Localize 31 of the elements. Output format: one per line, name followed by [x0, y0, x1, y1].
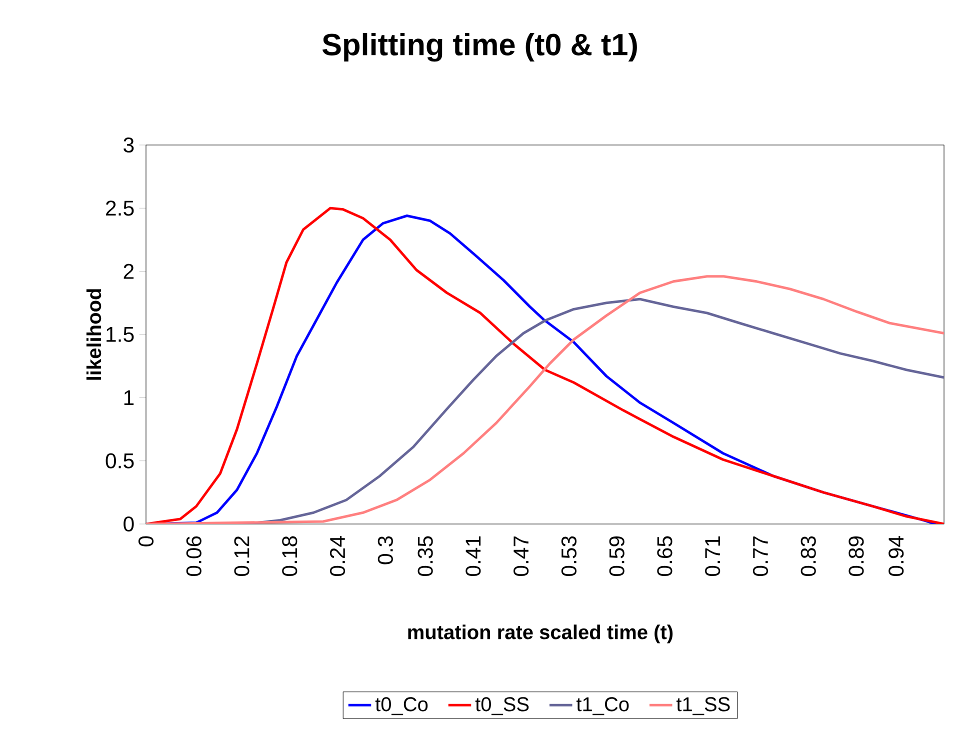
x-tick-label: 0.71 [705, 536, 720, 576]
y-axis-title: likelihood [86, 289, 102, 380]
x-tick-label: 0.94 [888, 536, 904, 576]
chart-title: Splitting time (t0 & t1) [322, 32, 637, 62]
x-tick-label: 0.47 [514, 536, 529, 576]
x-tick-label: 0.35 [418, 536, 433, 576]
y-tick-label: 1.5 [106, 327, 134, 342]
y-tick-label: 3 [124, 137, 134, 153]
x-tick-label: 0.83 [800, 536, 816, 576]
x-tick-label: 0.53 [561, 536, 577, 576]
x-tick-label: 0.24 [330, 536, 346, 576]
legend-label: t0_Co [375, 697, 428, 716]
y-tick-label: 0.5 [106, 453, 134, 468]
x-tick-label: 0.89 [848, 536, 864, 576]
x-tick-label: 0.12 [234, 536, 250, 576]
y-tick-label: 2 [124, 264, 134, 279]
y-tick-label: 1 [124, 390, 134, 406]
x-tick-label: 0.3 [378, 536, 393, 564]
x-tick-label: 0.59 [609, 536, 624, 576]
y-tick-label: 0 [124, 516, 134, 532]
legend-label: t1_SS [676, 697, 730, 716]
x-tick-label: 0.65 [657, 536, 672, 576]
legend-label: t1_Co [576, 697, 629, 716]
x-tick-label: 0.77 [752, 536, 768, 576]
y-tick-label: 2.5 [106, 200, 134, 216]
x-tick-label: 0.41 [466, 536, 481, 576]
x-tick-label: 0.06 [186, 536, 202, 576]
x-tick-label: 0.18 [282, 536, 298, 576]
legend-label: t0_SS [475, 697, 529, 716]
x-tick-label: 0 [138, 536, 154, 546]
x-axis-title: mutation rate scaled time (t) [408, 624, 673, 644]
